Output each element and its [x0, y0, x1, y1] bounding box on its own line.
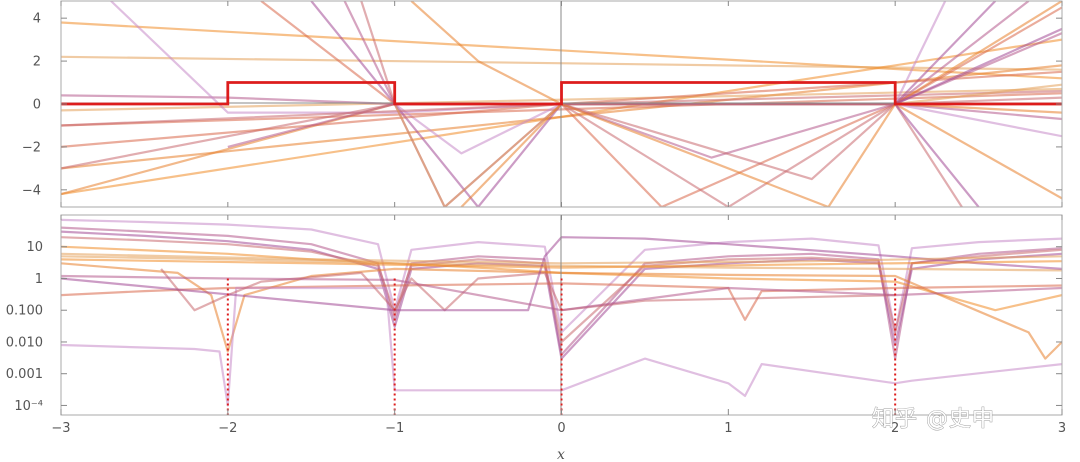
bottom-ytick-label-3: 0.010	[6, 335, 43, 350]
top-series-line-24	[460, 102, 1062, 207]
bottom-xtick-label-5: 1	[724, 421, 732, 436]
bottom-series-line-5	[61, 245, 1062, 312]
bottom-xtick-label-2: −2	[218, 421, 237, 436]
top-ytick-label-5: 4	[33, 12, 41, 27]
top-ytick-label-4: 2	[33, 55, 41, 70]
bottom-ytick-label-2: 0.001	[6, 367, 43, 382]
top-series-line-11	[310, 1, 997, 106]
bottom-ytick-label-6: 10	[26, 240, 43, 255]
bottom-series-line-4	[61, 236, 1062, 344]
top-ytick-label-3: 0	[33, 98, 41, 113]
bottom-series-line-8	[61, 282, 1062, 321]
bottom-ytick-label-5: 1	[35, 272, 43, 287]
top-series-line-21	[61, 96, 1062, 181]
top-series-line-10	[110, 1, 947, 114]
x-axis-title: x	[557, 447, 565, 462]
bottom-ticks: 10⁻⁴ 0.001 0.010 0.100 1 10 −3 −2 −1 0 1 2 3	[6, 215, 1066, 436]
top-ticks: −4 −2 0 2 4	[22, 1, 1063, 207]
bottom-xtick-label-7: 3	[1058, 421, 1066, 436]
bottom-xtick-label-3: −1	[385, 421, 404, 436]
top-series-line-23	[561, 27, 1062, 106]
top-indicator-group	[61, 81, 1062, 106]
bottom-ytick-label-1: 10⁻⁴	[14, 399, 43, 414]
bottom-xtick-label-1: −3	[51, 421, 70, 436]
top-series-line-14	[360, 1, 963, 207]
bottom-xtick-label-6: 2	[891, 421, 899, 436]
bottom-xtick-label-4: 0	[557, 421, 565, 436]
top-series-line-16	[393, 102, 980, 207]
bottom-ytick-label-4: 0.100	[6, 304, 43, 319]
bottom-panel: 10⁻⁴ 0.001 0.010 0.100 1 10 −3 −2 −1 0 1 2 3	[6, 214, 1066, 436]
top-series-line-13	[260, 1, 1062, 207]
bottom-series-line-7	[61, 262, 1062, 360]
top-ytick-label-2: −2	[22, 140, 41, 155]
bottom-series-line-9	[61, 286, 1062, 407]
top-indicator-line	[61, 81, 1062, 106]
bottom-series-line-3	[61, 230, 1062, 360]
top-series-group	[61, 1, 1062, 207]
top-panel: −4 −2 0 2 4	[22, 0, 1063, 208]
top-ytick-label-1: −4	[22, 183, 41, 198]
watermark: 知乎 @史中	[872, 407, 995, 432]
